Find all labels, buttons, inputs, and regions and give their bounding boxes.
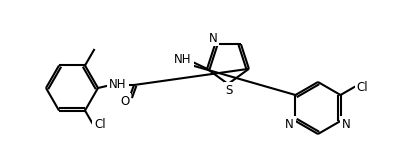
Text: Cl: Cl (94, 118, 106, 131)
Text: N: N (342, 118, 351, 131)
Text: Cl: Cl (357, 81, 368, 93)
Text: O: O (120, 95, 129, 108)
Text: N: N (285, 118, 294, 131)
Text: N: N (209, 32, 217, 45)
Text: NH: NH (175, 53, 192, 66)
Text: S: S (225, 83, 233, 96)
Text: NH: NH (109, 78, 127, 90)
